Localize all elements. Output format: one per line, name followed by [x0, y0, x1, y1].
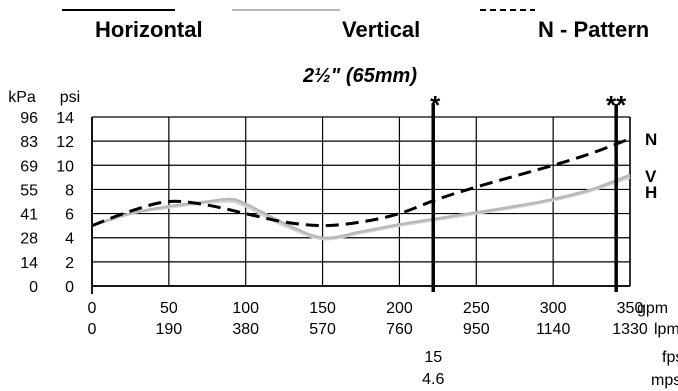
y-tick-label-kpa: 83: [20, 134, 38, 151]
legend-label-horizontal: Horizontal: [95, 17, 203, 42]
x-tick-label-gpm: 250: [463, 300, 490, 317]
x-tick-label-lpm: 0: [88, 321, 97, 338]
series-line-horizontal: [91, 176, 631, 241]
x-tick-label-lpm: 380: [232, 321, 259, 338]
x-tick-label-gpm: 350: [617, 300, 644, 317]
x-tick-label-gpm: 200: [386, 300, 413, 317]
x-tick-label-lpm: 760: [386, 321, 413, 338]
marker-mps-value: 4.6: [422, 371, 444, 388]
y-tick-label-kpa: 0: [29, 279, 38, 296]
y-tick-label-psi: 14: [56, 110, 74, 127]
y-tick-labels: 0 0 2 14 4 28 6 41 8 55 10 69 12 83 14 96: [20, 110, 74, 296]
x-unit-gpm: gpm: [637, 300, 668, 317]
y-tick-label-kpa: 96: [20, 110, 38, 127]
x-tick-label-gpm: 150: [309, 300, 336, 317]
y-tick-label-psi: 6: [65, 207, 74, 224]
x-tick-label-lpm: 1330: [612, 321, 648, 338]
series-end-label-n: N: [645, 130, 657, 149]
marker-lines: * 15 4.6 **: [422, 90, 627, 388]
y-unit-psi: psi: [60, 89, 80, 106]
x-tick-label-gpm: 300: [540, 300, 567, 317]
chart-title: 2½" (65mm): [302, 65, 417, 87]
y-tick-label-psi: 8: [65, 182, 74, 199]
x-unit-lpm: lpm: [654, 321, 678, 338]
y-tick-label-kpa: 14: [20, 255, 38, 272]
x-tick-label-lpm: 1140: [536, 321, 571, 338]
y-tick-label-psi: 4: [65, 231, 74, 248]
grid: [91, 116, 631, 294]
y-tick-label-kpa: 41: [20, 207, 38, 224]
y-tick-label-kpa: 55: [20, 182, 38, 199]
x-tick-label-lpm: 950: [463, 321, 490, 338]
legend-label-vertical: Vertical: [342, 17, 420, 42]
series-lines: [91, 137, 631, 241]
series-end-label-v: V: [645, 167, 657, 186]
x-tick-label-gpm: 50: [160, 300, 178, 317]
y-unit-kpa: kPa: [8, 89, 36, 106]
y-tick-label-psi: 12: [56, 134, 74, 151]
series-line-vertical: [91, 173, 631, 240]
y-tick-label-psi: 2: [65, 255, 74, 272]
legend-label-n-pattern: N - Pattern: [538, 17, 649, 42]
y-tick-label-psi: 10: [56, 158, 74, 175]
x-unit-fps: fps: [662, 349, 678, 366]
x-tick-label-lpm: 570: [309, 321, 336, 338]
marker-fps-value: 15: [424, 349, 442, 366]
x-tick-label-gpm: 0: [88, 300, 97, 317]
series-line-n-pattern: [91, 137, 631, 228]
marker-asterisk: *: [430, 90, 441, 120]
legend: Horizontal Vertical N - Pattern: [62, 9, 649, 42]
y-tick-label-kpa: 69: [20, 158, 38, 175]
y-tick-label-kpa: 28: [20, 231, 38, 248]
y-tick-label-psi: 0: [65, 279, 74, 296]
x-tick-labels: 0 0 50 190 100 380 150 570 200 760 250 950 300 1140 35…: [88, 300, 648, 338]
marker-asterisk: **: [606, 90, 627, 120]
x-unit-mps: mps: [651, 372, 678, 389]
x-tick-label-gpm: 100: [232, 300, 259, 317]
series-end-label-h: H: [645, 183, 657, 202]
x-tick-label-lpm: 190: [156, 321, 183, 338]
